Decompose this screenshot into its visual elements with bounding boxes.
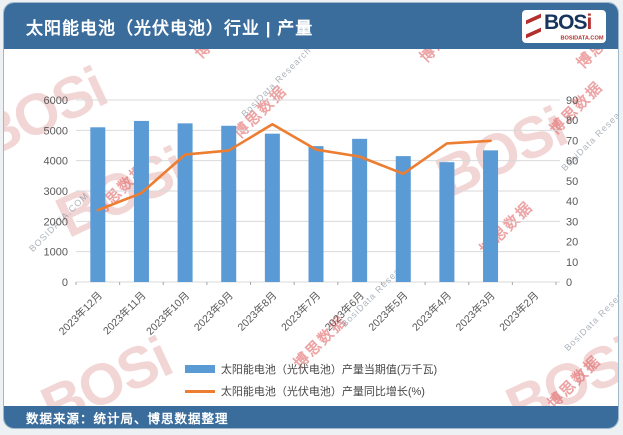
x-axis-label: 2023年6月 xyxy=(322,289,367,334)
growth-trend-line xyxy=(98,124,491,210)
logo-stripe-icon xyxy=(526,13,541,24)
chart-area: BOSiBOSiBOSiBOSiBOSi博思数据博思数据博思数据博思数据博思数据… xyxy=(4,49,618,406)
legend-label-production: 太阳能电池（光伏电池）产量当期值(万千瓦) xyxy=(221,361,437,377)
x-axis-label: 2023年9月 xyxy=(191,289,236,334)
right-axis-label: 50 xyxy=(566,176,578,188)
left-axis-label: 5000 xyxy=(44,125,68,137)
left-axis-label: 3000 xyxy=(44,186,68,198)
left-axis-label: 2000 xyxy=(44,216,68,228)
bar-2023年11月 xyxy=(134,121,149,282)
x-axis-label: 2023年10月 xyxy=(143,289,192,338)
x-axis-label: 2023年8月 xyxy=(235,289,280,334)
left-axis-label: 1000 xyxy=(44,247,68,259)
x-axis-label: 2023年2月 xyxy=(497,289,542,334)
right-axis-label: 60 xyxy=(566,156,578,168)
x-axis-label: 2023年5月 xyxy=(366,289,411,334)
bar-2023年7月 xyxy=(309,146,324,282)
right-axis-label: 90 xyxy=(566,95,578,107)
screenshot-root: { "header": { "title": "太阳能电池（光伏电池）行业 | … xyxy=(0,0,623,435)
left-axis-label: 0 xyxy=(62,277,68,289)
bar-2023年10月 xyxy=(178,123,193,282)
x-axis-label: 2023年11月 xyxy=(100,289,148,337)
line-series-swatch-icon xyxy=(185,390,215,393)
right-axis-label: 0 xyxy=(566,277,572,289)
page-title: 太阳能电池（光伏电池）行业 | 产量 xyxy=(26,14,313,39)
logo-wordmark: BOSi xyxy=(544,11,591,35)
right-axis-label: 80 xyxy=(566,115,578,127)
right-axis-label: 40 xyxy=(566,196,578,208)
combo-chart: 0 1000 2000 3000 4000 5000 6000 0 10 20 30 40 50 60 70… xyxy=(4,53,617,357)
logo-i-accent: i xyxy=(587,11,592,34)
legend-label-growth: 太阳能电池（光伏电池）产量同比增长(%) xyxy=(221,383,425,399)
x-axis-label: 2023年4月 xyxy=(409,289,454,334)
chart-legend: 太阳能电池（光伏电池）产量当期值(万千瓦) 太阳能电池（光伏电池）产量同比增长(… xyxy=(185,357,437,402)
left-axis-label: 4000 xyxy=(44,156,68,168)
right-axis-label: 70 xyxy=(566,135,578,147)
report-card: 太阳能电池（光伏电池）行业 | 产量 BOSi BOSIDATA.COM BOS… xyxy=(3,2,619,429)
logo-domain-text: BOSIDATA.COM xyxy=(560,34,603,40)
watermark-red: 博思数据 xyxy=(543,350,606,406)
bar-2023年12月 xyxy=(90,127,105,282)
right-axis-label: 10 xyxy=(566,257,578,269)
bar-2023年4月 xyxy=(439,162,454,282)
bar-series-swatch-icon xyxy=(185,365,215,373)
bar-2023年6月 xyxy=(352,139,367,282)
source-bar: 数据来源：统计局、博思数据整理 xyxy=(4,406,618,428)
left-axis-label: 6000 xyxy=(44,95,68,107)
x-axis-label: 2023年3月 xyxy=(453,289,498,334)
x-axis-label: 2023年7月 xyxy=(278,289,323,334)
legend-item-growth: 太阳能电池（光伏电池）产量同比增长(%) xyxy=(185,380,437,402)
bar-2023年8月 xyxy=(265,134,280,282)
x-axis-label: 2023年12月 xyxy=(56,289,105,338)
right-axis-label: 30 xyxy=(566,216,578,228)
title-bar: 太阳能电池（光伏电池）行业 | 产量 BOSi BOSIDATA.COM xyxy=(4,3,618,49)
bosi-logo: BOSi BOSIDATA.COM xyxy=(522,10,606,43)
logo-stripe-icon xyxy=(526,27,541,38)
data-source: 数据来源：统计局、博思数据整理 xyxy=(26,408,229,427)
bar-2023年3月 xyxy=(483,150,498,282)
legend-item-production: 太阳能电池（光伏电池）产量当期值(万千瓦) xyxy=(185,358,437,380)
right-axis-label: 20 xyxy=(566,237,578,249)
